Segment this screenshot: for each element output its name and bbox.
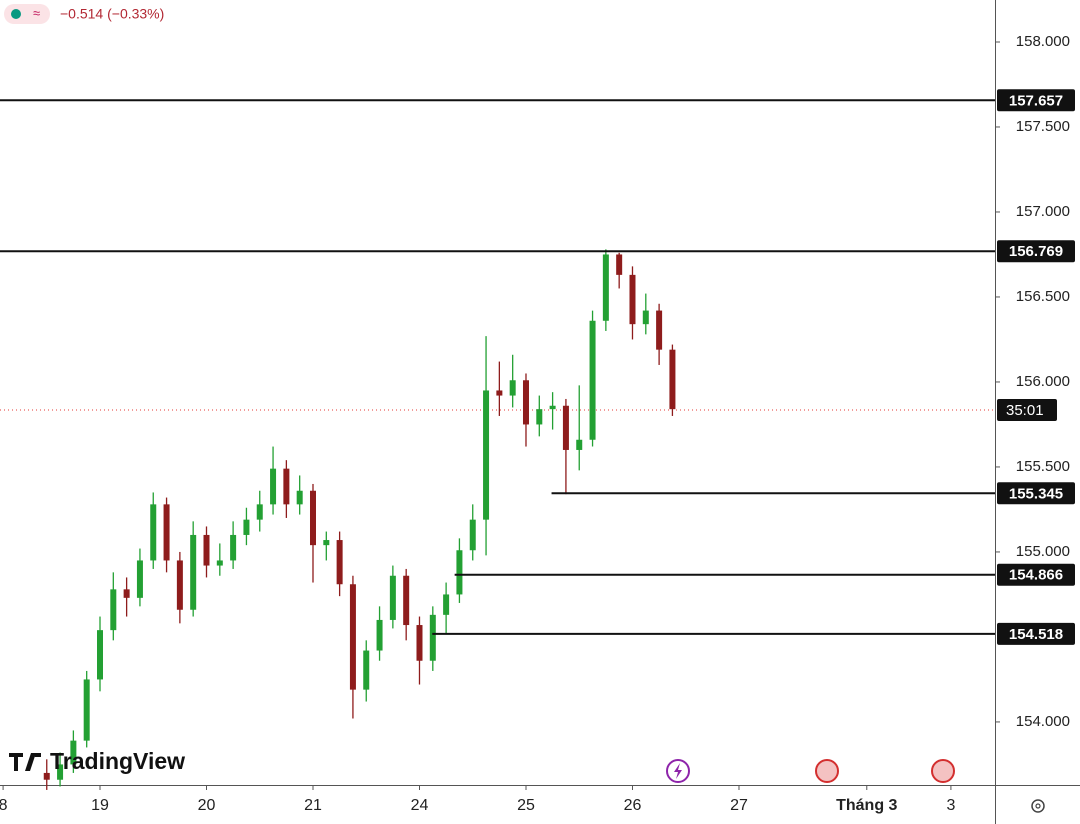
candle-body xyxy=(283,468,290,505)
x-tick-label: 3 xyxy=(946,797,955,814)
x-tick-label: Tháng 3 xyxy=(836,797,897,814)
logo: TradingView xyxy=(9,748,185,774)
x-tick-label: 25 xyxy=(517,797,535,814)
x-tick-label: 20 xyxy=(198,797,216,814)
candle-body xyxy=(602,254,609,321)
candle-body xyxy=(349,584,356,690)
candle-body xyxy=(589,320,596,440)
candle-body xyxy=(296,490,303,505)
settings-icon[interactable] xyxy=(1031,799,1045,813)
candle-body xyxy=(376,619,383,651)
candle-body xyxy=(243,519,250,535)
level-label: 155.345 xyxy=(1009,485,1063,502)
status-pill xyxy=(4,4,50,24)
candle-body xyxy=(43,772,50,780)
candle-body xyxy=(150,504,157,561)
candle-body xyxy=(309,490,316,546)
candle-body xyxy=(509,380,516,396)
candle-body xyxy=(522,380,529,425)
x-tick-label: 26 xyxy=(624,797,642,814)
candle-body xyxy=(416,625,423,661)
y-tick-label: 155.500 xyxy=(1016,458,1070,475)
candle-body xyxy=(230,534,237,561)
candle-body xyxy=(123,589,130,598)
x-tick-label: 21 xyxy=(304,797,322,814)
settings-hub xyxy=(1035,803,1041,809)
candle-body xyxy=(176,560,183,610)
candle-body xyxy=(403,575,410,626)
candle-body xyxy=(203,534,210,566)
y-tick-label: 156.500 xyxy=(1016,288,1070,305)
candle-body xyxy=(562,405,569,450)
candle-body xyxy=(616,254,623,275)
event-icon[interactable] xyxy=(815,759,839,783)
candle-body xyxy=(97,630,104,680)
settings-gear[interactable] xyxy=(1031,799,1045,813)
event-icon[interactable] xyxy=(931,759,955,783)
candle-body xyxy=(336,540,343,585)
y-tick-label: 154.000 xyxy=(1016,713,1070,730)
candle-body xyxy=(642,310,649,325)
candle-body xyxy=(323,540,330,546)
event-icon-glyph xyxy=(674,763,682,779)
status-icon: ≈ xyxy=(33,5,40,20)
watermark: TradingView xyxy=(50,748,185,774)
candle-body xyxy=(629,274,636,325)
candle-body xyxy=(363,650,370,690)
candle-body xyxy=(216,560,223,566)
candle-body xyxy=(456,550,463,595)
level-label-box xyxy=(997,240,1075,263)
candle-body xyxy=(70,740,77,765)
x-tick-label: 8 xyxy=(0,797,8,814)
level-label-box xyxy=(997,622,1075,645)
status-dot xyxy=(11,9,21,19)
candle-body xyxy=(576,439,583,450)
candle-body xyxy=(443,594,450,615)
candle-body xyxy=(190,534,197,610)
y-tick-label: 155.000 xyxy=(1016,543,1070,560)
candle-body xyxy=(656,310,663,350)
level-label-box xyxy=(997,89,1075,112)
candle-body xyxy=(270,468,277,505)
candle-body xyxy=(163,504,170,561)
price-line-label-box xyxy=(997,399,1057,422)
logo-icon xyxy=(9,753,41,771)
x-tick-label: 27 xyxy=(730,797,748,814)
plot xyxy=(0,99,995,790)
candle-body xyxy=(136,560,143,598)
candle-body xyxy=(469,519,476,551)
candle-body xyxy=(389,575,396,620)
x-tick-label: 19 xyxy=(91,797,109,814)
x-tick-label: 24 xyxy=(411,797,429,814)
candle-body xyxy=(549,405,556,410)
level-label: 154.866 xyxy=(1009,567,1063,584)
candle-body xyxy=(256,504,263,520)
candle-body xyxy=(669,349,676,410)
level-label: 154.518 xyxy=(1009,626,1063,643)
candle-body xyxy=(110,589,117,631)
candle-body xyxy=(429,614,436,661)
event-icons xyxy=(666,759,955,783)
candle-body xyxy=(496,390,503,396)
level-label: 157.657 xyxy=(1009,92,1063,109)
level-label-box xyxy=(997,482,1075,505)
candle-body xyxy=(483,390,490,520)
y-tick-label: 157.000 xyxy=(1016,203,1070,220)
y-tick-label: 156.000 xyxy=(1016,373,1070,390)
change-text: −0.514 (−0.33%) xyxy=(60,6,164,22)
y-tick-label: 157.500 xyxy=(1016,118,1070,135)
level-label-box xyxy=(997,563,1075,586)
candle-body xyxy=(83,679,90,741)
y-tick-label: 158.000 xyxy=(1016,33,1070,50)
candle-body xyxy=(536,409,543,425)
candle-body xyxy=(57,764,64,780)
level-label: 156.769 xyxy=(1009,243,1063,260)
price-line-label: 35:01 xyxy=(1006,402,1044,419)
